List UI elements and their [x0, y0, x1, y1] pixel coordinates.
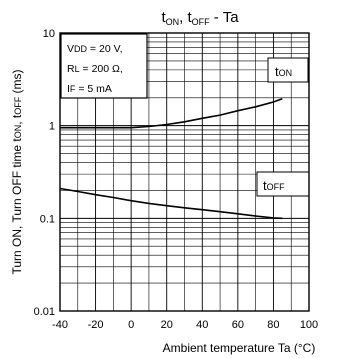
- condition-rl: RL = 200 Ω,: [67, 63, 123, 75]
- series-ton-line: [60, 98, 283, 129]
- x-tick-label: 0: [128, 319, 134, 331]
- x-tick-label: -40: [52, 319, 68, 331]
- x-axis-label: Ambient temperature Ta (°C): [163, 341, 316, 355]
- x-tick-label: 80: [267, 319, 279, 331]
- series-ton-label: tON: [267, 57, 309, 83]
- svg-text:tOFF: tOFF: [263, 178, 285, 193]
- x-tick-label: 100: [300, 319, 318, 331]
- y-tick-label: 0.1: [40, 213, 55, 225]
- series-toff-line: [59, 187, 283, 220]
- y-tick-labels: 0.01 0.1 1 10: [34, 28, 55, 318]
- y-tick-label: 0.01: [34, 306, 55, 318]
- condition-vdd: VDD = 20 V,: [67, 43, 123, 55]
- conditions-box: VDD = 20 V, RL = 200 Ω, IF = 5 mA: [60, 33, 148, 99]
- svg-text:tON: tON: [275, 64, 292, 79]
- x-tick-label: 20: [161, 319, 173, 331]
- x-tick-label: 40: [196, 319, 208, 331]
- plot-frame: [59, 32, 310, 312]
- x-tick-labels: -40 -20 0 20 40 60 80 100: [52, 319, 318, 331]
- condition-if: IF = 5 mA: [67, 83, 112, 95]
- x-tick-label: 60: [232, 319, 244, 331]
- y-tick-label: 1: [49, 121, 55, 133]
- series-toff-label: tOFF: [256, 171, 310, 197]
- y-axis-label: Turn ON, Turn OFF time tON, tOFF (ms): [10, 69, 24, 274]
- x-tick-label: -20: [88, 319, 104, 331]
- chart-title: tON, tOFF - Ta: [161, 9, 239, 27]
- y-tick-label: 10: [43, 28, 55, 40]
